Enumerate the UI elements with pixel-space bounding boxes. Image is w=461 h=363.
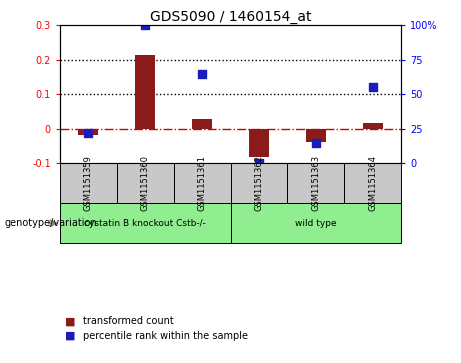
Point [312, 140, 319, 146]
Bar [363, 123, 383, 129]
Bar [287, 163, 344, 203]
Title: GDS5090 / 1460154_at: GDS5090 / 1460154_at [150, 11, 311, 24]
Bar [249, 129, 269, 157]
Text: percentile rank within the sample: percentile rank within the sample [83, 331, 248, 341]
Text: GSM1151362: GSM1151362 [254, 155, 263, 211]
Text: GSM1151359: GSM1151359 [84, 155, 93, 211]
Bar [78, 129, 98, 135]
Bar [230, 163, 287, 203]
Bar [117, 163, 174, 203]
Point [369, 85, 376, 90]
Bar [192, 119, 212, 129]
Text: ■: ■ [65, 331, 75, 341]
Bar [344, 163, 401, 203]
Bar [174, 163, 230, 203]
Text: ■: ■ [65, 316, 75, 326]
Text: GSM1151364: GSM1151364 [368, 155, 377, 211]
Text: wild type: wild type [295, 219, 337, 228]
Text: cystatin B knockout Cstb-/-: cystatin B knockout Cstb-/- [84, 219, 206, 228]
Point [198, 71, 206, 77]
Point [142, 23, 149, 28]
Text: GSM1151361: GSM1151361 [198, 155, 207, 211]
Point [85, 130, 92, 136]
Bar [306, 129, 326, 142]
Text: GSM1151363: GSM1151363 [311, 155, 320, 211]
Bar [60, 203, 230, 243]
Text: GSM1151360: GSM1151360 [141, 155, 150, 211]
Bar [135, 55, 155, 129]
Text: genotype/variation: genotype/variation [5, 218, 97, 228]
Bar [230, 203, 401, 243]
Bar [60, 163, 117, 203]
Point [255, 160, 263, 166]
Text: transformed count: transformed count [83, 316, 174, 326]
